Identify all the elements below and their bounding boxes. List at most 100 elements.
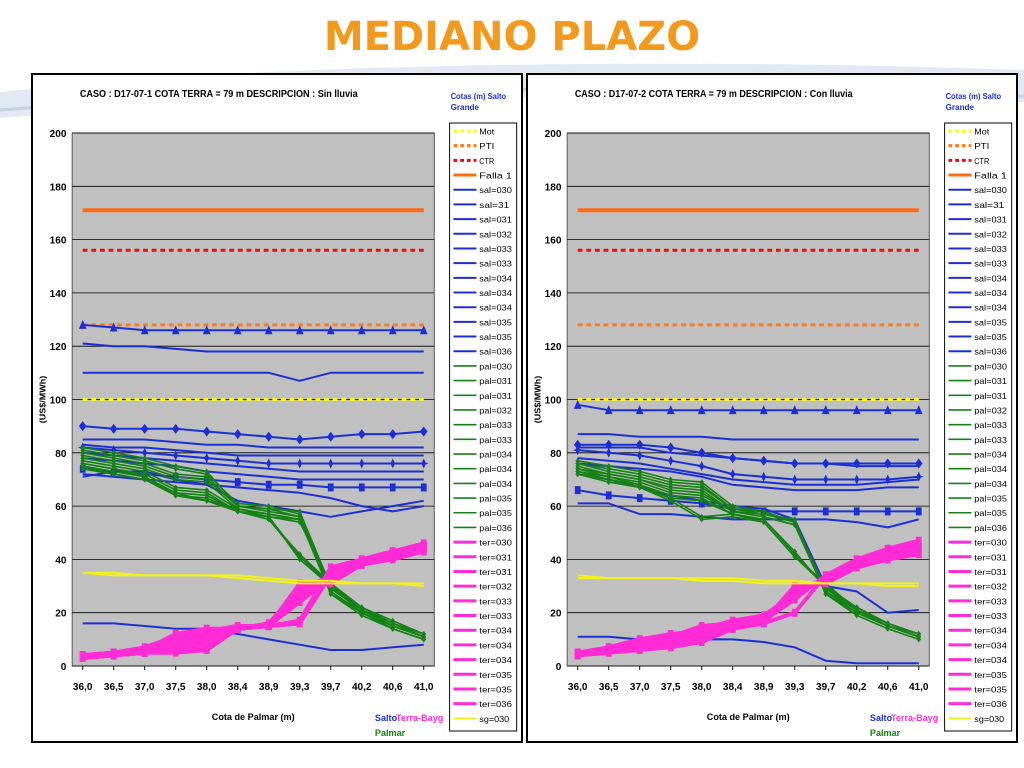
data-point-salto bbox=[852, 405, 861, 415]
series-line-salto bbox=[82, 446, 424, 465]
y-tick-label: 0 bbox=[61, 662, 67, 673]
legend-label: ter=036 bbox=[974, 699, 1007, 709]
y-axis-label: (US$/MWh) bbox=[533, 376, 543, 423]
data-point-palmar bbox=[204, 479, 210, 486]
series-line-palmar bbox=[577, 470, 919, 635]
series-line-salto bbox=[577, 462, 919, 492]
x-tick-label: 36,0 bbox=[568, 682, 588, 693]
y-tick-label: 60 bbox=[550, 502, 561, 513]
data-point-salto bbox=[263, 458, 274, 469]
data-point-salto bbox=[728, 405, 737, 415]
series-line-terra bbox=[577, 544, 920, 655]
data-point-terra bbox=[636, 646, 643, 655]
y-tick-label: 20 bbox=[55, 609, 66, 620]
data-point-palmar bbox=[266, 516, 272, 523]
x-axis-label: Cota de Palmar (m) bbox=[707, 712, 790, 722]
series-line-sg bbox=[82, 571, 424, 588]
legend-label: ter=031 bbox=[974, 552, 1007, 562]
x-tick-label: 40,6 bbox=[383, 682, 403, 693]
series-line-terra bbox=[82, 544, 425, 658]
data-point-salto bbox=[914, 405, 923, 415]
data-point-salto bbox=[171, 325, 180, 335]
data-point-palmar bbox=[637, 484, 643, 491]
series-line-salto bbox=[82, 323, 424, 332]
data-point-salto bbox=[358, 483, 365, 492]
legend-label: pal=033 bbox=[479, 435, 512, 445]
data-point-palmar bbox=[854, 607, 860, 614]
data-point-salto bbox=[419, 325, 428, 335]
data-point-salto bbox=[853, 507, 860, 516]
data-point-palmar bbox=[297, 551, 303, 558]
data-point-palmar bbox=[80, 465, 85, 472]
legend-label: ter=032 bbox=[974, 582, 1007, 592]
data-point-salto bbox=[202, 426, 211, 437]
data-point-salto bbox=[264, 431, 273, 442]
series-line-salto bbox=[577, 449, 919, 481]
legend-label: sal=035 bbox=[974, 317, 1007, 327]
legend-label: ter=034 bbox=[974, 640, 1007, 650]
chart-title: CASO : D17-07-2 COTA TERRA = 79 m DESCRI… bbox=[575, 89, 853, 100]
data-point-terra bbox=[605, 648, 612, 657]
legend-label: ter=035 bbox=[974, 670, 1007, 680]
y-tick-label: 100 bbox=[50, 395, 67, 406]
data-point-salto bbox=[170, 450, 181, 461]
legend-label: ter=033 bbox=[974, 596, 1007, 606]
data-point-salto bbox=[296, 480, 303, 489]
x-tick-label: 39,3 bbox=[785, 682, 805, 693]
y-axis-label: (US$/MWh) bbox=[38, 376, 48, 423]
legend-label: pal=035 bbox=[974, 508, 1007, 518]
x-tick-label: 38,0 bbox=[692, 682, 712, 693]
x-tick-label: 38,9 bbox=[259, 682, 279, 693]
data-point-salto bbox=[357, 325, 366, 335]
legend-label: pal=035 bbox=[479, 508, 512, 518]
legend-label: PTI bbox=[974, 141, 989, 151]
legend-label: sal=034 bbox=[974, 273, 1007, 283]
data-point-salto bbox=[665, 455, 676, 466]
data-point-salto bbox=[234, 478, 241, 487]
legend-label: pal=031 bbox=[479, 391, 512, 401]
slide-title: MEDIANO PLAZO bbox=[323, 14, 701, 60]
footer-label-terra: Terra-Bayg bbox=[891, 713, 939, 723]
series-line-salto bbox=[82, 425, 424, 441]
data-point-palmar bbox=[792, 553, 798, 560]
data-point-terra bbox=[667, 643, 674, 652]
legend-label: Mot bbox=[974, 126, 990, 136]
data-point-salto bbox=[326, 325, 335, 335]
y-tick-label: 160 bbox=[50, 235, 67, 246]
x-tick-label: 39,7 bbox=[816, 682, 836, 693]
data-point-salto bbox=[78, 421, 87, 432]
data-point-salto bbox=[634, 450, 645, 461]
legend-label: sal=032 bbox=[974, 229, 1007, 239]
data-point-salto bbox=[727, 469, 738, 480]
data-point-salto bbox=[109, 423, 118, 434]
chart-title: CASO : D17-07-1 COTA TERRA = 79 m DESCRI… bbox=[80, 89, 358, 100]
legend-label: sg=030 bbox=[974, 714, 1004, 724]
legend-title-2: Grande bbox=[451, 102, 480, 112]
legend-label: sal=033 bbox=[479, 258, 512, 268]
data-point-salto bbox=[666, 405, 675, 415]
x-tick-label: 41,0 bbox=[414, 682, 434, 693]
legend-label: sal=032 bbox=[479, 229, 512, 239]
x-tick-label: 36,0 bbox=[73, 682, 93, 693]
legend-label: sal=31 bbox=[974, 200, 1004, 210]
chart-left: CASO : D17-07-1 COTA TERRA = 79 m DESCRI… bbox=[38, 89, 518, 738]
data-point-terra bbox=[574, 651, 581, 660]
data-point-palmar bbox=[173, 465, 179, 472]
legend-label: sal=034 bbox=[479, 288, 512, 298]
legend-label: CTR bbox=[479, 156, 494, 166]
series-line-salto bbox=[82, 438, 424, 449]
y-tick-label: 200 bbox=[50, 129, 67, 140]
legend-label: ter=034 bbox=[479, 640, 512, 650]
y-tick-label: 20 bbox=[550, 609, 561, 620]
legend-label: sal=030 bbox=[479, 185, 512, 195]
data-point-salto bbox=[109, 322, 118, 332]
legend-label: pal=031 bbox=[479, 376, 512, 386]
legend-label: ter=033 bbox=[479, 596, 512, 606]
data-point-salto bbox=[233, 429, 242, 440]
legend-label: sal=035 bbox=[479, 317, 512, 327]
legend-label: ter=035 bbox=[479, 670, 512, 680]
data-point-salto bbox=[851, 474, 862, 485]
y-tick-label: 140 bbox=[545, 289, 562, 300]
legend-label: sal=031 bbox=[479, 214, 512, 224]
series-line-salto bbox=[82, 443, 424, 457]
